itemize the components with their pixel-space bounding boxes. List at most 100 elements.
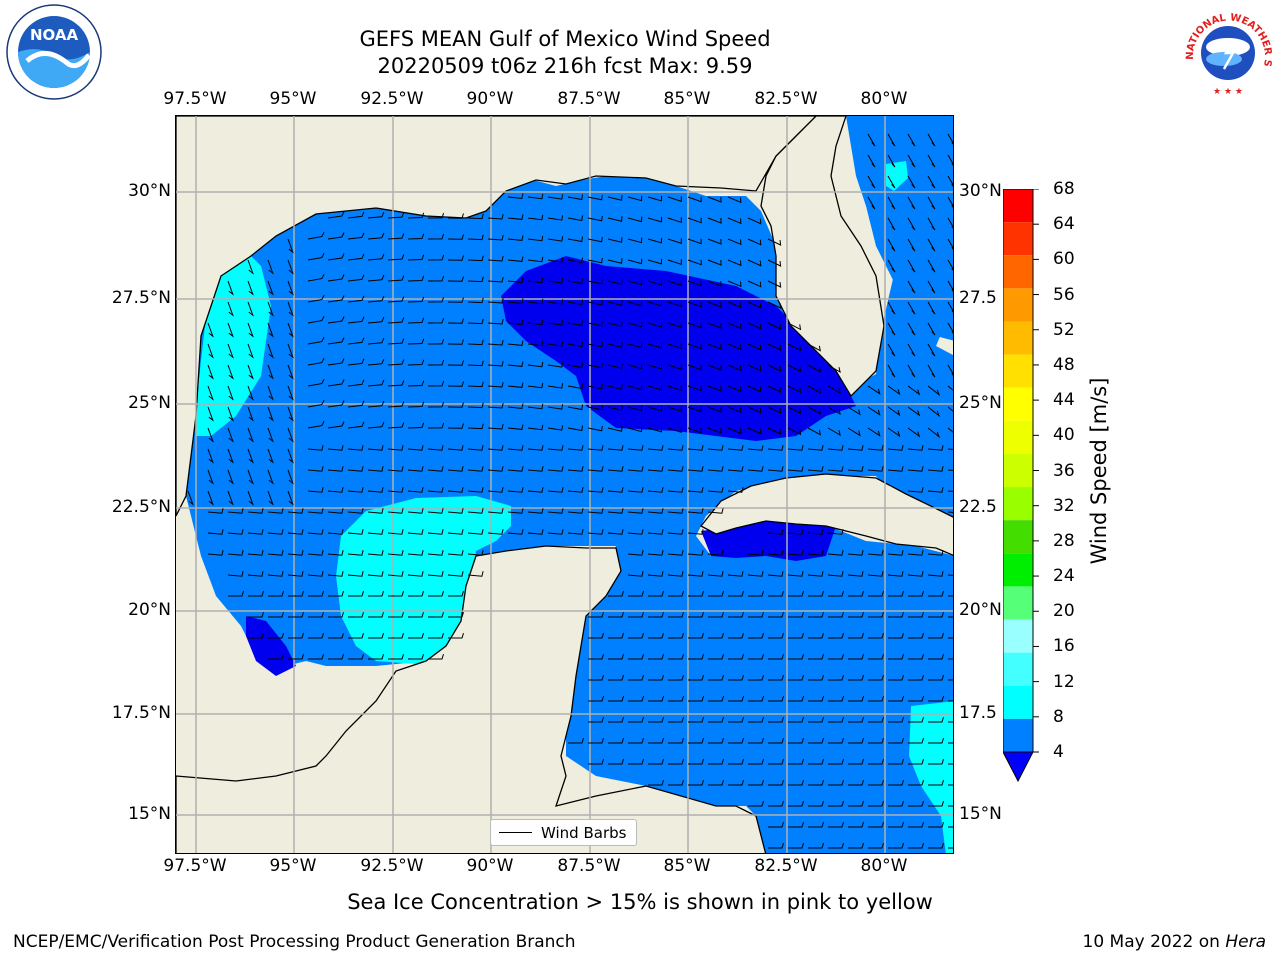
wind-barb <box>768 696 784 702</box>
wind-barb <box>567 383 583 390</box>
wind-barb <box>668 633 684 639</box>
wind-barb <box>347 232 365 240</box>
wind-barb <box>607 195 623 201</box>
wind-barb <box>708 591 724 597</box>
wind-barb <box>447 529 464 535</box>
wind-barb <box>688 780 704 786</box>
wind-barb <box>487 276 504 283</box>
wind-barb <box>527 340 544 347</box>
wind-barb <box>728 738 744 744</box>
wind-barb <box>507 193 524 199</box>
wind-barb <box>828 738 844 744</box>
wind-barb <box>868 696 884 702</box>
wind-barb <box>268 654 284 660</box>
wind-barb <box>407 550 424 556</box>
wind-barb <box>807 466 824 472</box>
wind-barb <box>247 364 254 380</box>
wind-barb <box>627 529 644 535</box>
wind-barb <box>667 301 682 307</box>
wind-barb <box>247 529 264 535</box>
wind-barb <box>808 612 824 618</box>
wind-barb <box>608 612 624 618</box>
colorbar-level-label: 16 <box>1053 636 1075 657</box>
wind-barb <box>748 759 764 765</box>
wind-barb <box>627 550 644 556</box>
wind-barb <box>588 633 604 639</box>
wind-barb <box>587 341 603 348</box>
wind-barb <box>848 696 864 702</box>
wind-barb <box>467 213 484 220</box>
wind-barb <box>467 234 484 241</box>
wind-barb <box>888 780 904 786</box>
wind-barb <box>947 448 953 450</box>
wind-barb <box>927 154 936 168</box>
wind-barb <box>407 254 425 261</box>
wind-barb <box>908 654 924 660</box>
wind-barb <box>767 280 782 288</box>
wind-barb <box>788 696 804 702</box>
wind-barb <box>748 696 764 702</box>
left-lat-tick: 20°N <box>128 600 171 620</box>
wind-barb <box>287 427 294 443</box>
wind-barb <box>788 801 804 807</box>
wind-barb <box>588 759 604 765</box>
wind-barb <box>947 364 953 376</box>
wind-barb <box>447 423 464 429</box>
wind-barb <box>947 154 953 166</box>
wind-barb <box>427 529 444 535</box>
wind-barb <box>467 445 484 451</box>
wind-barb <box>347 421 365 429</box>
wind-barb <box>307 508 324 514</box>
colorbar-swatch <box>1003 321 1033 355</box>
wind-barb <box>227 508 244 514</box>
wind-barb <box>567 299 583 306</box>
colorbar <box>1003 189 1039 783</box>
colorbar-level-label: 20 <box>1053 601 1075 622</box>
wind-barb <box>948 784 953 786</box>
wind-barb <box>648 612 664 618</box>
wind-barb <box>748 612 764 618</box>
wind-barb <box>927 322 936 336</box>
bottom-lon-tick: 87.5°W <box>557 856 621 876</box>
wind-barb <box>768 759 784 765</box>
wind-barb <box>627 279 643 286</box>
noaa-logo: NOAA <box>6 4 102 100</box>
wind-barb <box>627 237 643 244</box>
wind-barb <box>907 487 924 493</box>
wind-barb <box>788 759 804 765</box>
wind-barb <box>707 508 724 514</box>
wind-barb <box>407 487 424 493</box>
wind-barb <box>247 550 264 556</box>
wind-barb <box>687 343 702 350</box>
wind-barb <box>688 759 704 765</box>
wind-barb <box>628 696 644 702</box>
wind-barb <box>367 337 385 345</box>
wind-barb <box>667 571 684 577</box>
wind-barb <box>628 591 644 597</box>
wind-barb <box>407 380 425 387</box>
colorbar-swatch <box>1003 586 1033 620</box>
wind-barb <box>887 175 896 189</box>
wind-barb <box>868 612 884 618</box>
wind-barb <box>848 843 864 849</box>
wind-barb <box>347 466 364 472</box>
wind-barb <box>628 759 644 765</box>
wind-barb <box>428 591 444 597</box>
wind-barb <box>607 237 623 243</box>
wind-barb <box>367 550 384 556</box>
wind-barb <box>387 254 405 261</box>
wind-barb <box>347 379 365 387</box>
wind-barb <box>408 654 424 660</box>
wind-barb <box>247 343 254 359</box>
wind-barb <box>867 427 881 437</box>
legend-line-sample <box>499 832 532 833</box>
wind-barb <box>627 466 644 472</box>
wind-barb <box>447 550 464 556</box>
wind-barb <box>228 591 244 597</box>
wind-barb <box>607 363 623 369</box>
wind-barb <box>707 364 722 371</box>
wind-barb <box>808 738 824 744</box>
wind-barb <box>507 424 524 430</box>
wind-barb <box>808 717 824 723</box>
wind-barb <box>507 256 524 262</box>
